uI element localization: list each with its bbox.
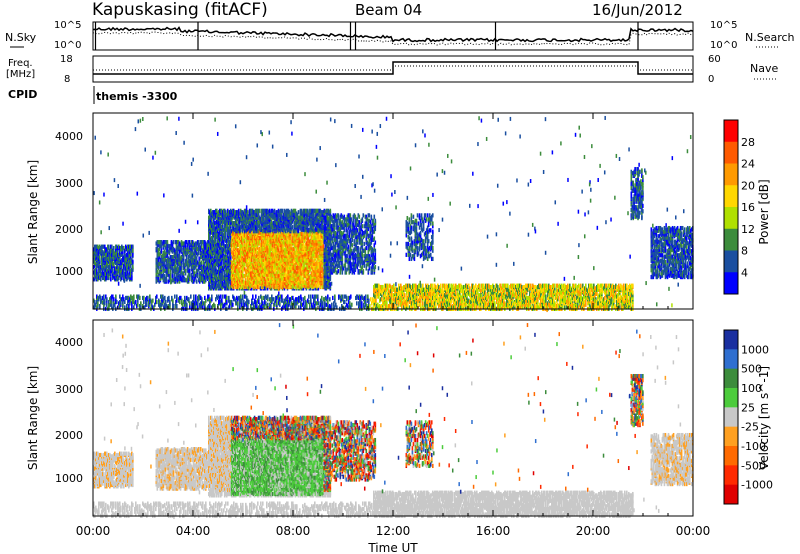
colorbar-tick: 24	[741, 158, 755, 171]
colorbar-swatch	[724, 330, 738, 350]
nsearch-line	[93, 32, 693, 45]
freq-unit: [MHz]	[6, 69, 35, 80]
velocity-colorbar	[724, 330, 738, 505]
colorbar-tick: 100	[741, 382, 762, 395]
cpid-label: CPID	[8, 88, 37, 101]
colorbar-swatch	[724, 120, 738, 142]
power-ytick-3000: 3000	[55, 177, 83, 190]
beam-title: Beam 04	[355, 1, 422, 19]
freq-tick-top: 18	[60, 54, 73, 65]
cpid-row: CPID themis -3300	[8, 86, 178, 104]
colorbar-swatch	[724, 185, 738, 207]
figure: Kapuskasing (fitACF) Beam 04 16/Jun/2012…	[0, 0, 800, 554]
colorbar-tick: -100	[741, 440, 766, 453]
power-ytick-1000: 1000	[55, 265, 83, 278]
nave-tick-top: 60	[708, 54, 721, 65]
power-cells	[93, 116, 694, 312]
x-tick-label: 16:00	[476, 524, 511, 538]
date-title: 16/Jun/2012	[592, 1, 683, 19]
power-colorbar	[724, 120, 738, 295]
colorbar-tick: -500	[741, 459, 766, 472]
cpid-value: themis -3300	[96, 90, 178, 103]
colorbar-tick: 20	[741, 179, 755, 192]
colorbar-tick: 16	[741, 201, 755, 214]
colorbar-tick: 8	[741, 245, 748, 258]
colorbar-swatch	[724, 427, 738, 447]
nsearch-tick-top: 10^5	[710, 20, 737, 31]
x-tick-label: 00:00	[76, 524, 111, 538]
noise-panel: N.Sky 10^5 10^0 N.Search 10^5 10^0	[5, 20, 795, 51]
x-axis-label: Time UT	[367, 541, 418, 554]
x-tick-label: 00:00	[676, 524, 711, 538]
vel-ytick-2000: 2000	[55, 429, 83, 442]
nave-label: Nave	[750, 62, 778, 75]
freq-line	[93, 62, 693, 74]
nsky-tick-top: 10^5	[54, 20, 81, 31]
colorbar-tick: -1000	[741, 479, 773, 492]
colorbar-swatch	[724, 164, 738, 186]
colorbar-swatch	[724, 142, 738, 164]
freq-panel: Freq. [MHz] 18 8 Nave 60 0	[6, 54, 778, 85]
x-tick-label: 12:00	[376, 524, 411, 538]
colorbar-tick: 4	[741, 266, 748, 279]
colorbar-swatch	[724, 207, 738, 229]
power-ytick-2000: 2000	[55, 223, 83, 236]
nsearch-label: N.Search	[745, 31, 795, 44]
colorbar-swatch	[724, 407, 738, 427]
colorbar-swatch	[724, 349, 738, 369]
colorbar-tick: 28	[741, 136, 755, 149]
nsearch-tick-bottom: 10^0	[710, 40, 737, 51]
velocity-cells	[93, 323, 694, 519]
velocity-ylabel: Slant Range [km]	[26, 366, 40, 470]
nsky-label: N.Sky	[5, 31, 37, 44]
colorbar-swatch	[724, 485, 738, 505]
colorbar-swatch	[724, 388, 738, 408]
velocity-panel: 4000 3000 2000 1000 Slant Range [km] Vel…	[26, 320, 773, 519]
freq-tick-bottom: 8	[64, 74, 70, 85]
x-tick-label: 20:00	[576, 524, 611, 538]
colorbar-swatch	[724, 446, 738, 466]
nsky-tick-bottom: 10^0	[54, 40, 81, 51]
colorbar-swatch	[724, 229, 738, 251]
power-panel: 4000 3000 2000 1000 Slant Range [km] Pow…	[26, 113, 771, 312]
power-colorbar-label: Power [dB]	[757, 179, 771, 244]
velocity-y-ticks: 4000 3000 2000 1000	[55, 336, 83, 485]
colorbar-swatch	[724, 465, 738, 485]
colorbar-swatch	[724, 272, 738, 294]
power-y-ticks: 4000 3000 2000 1000	[55, 130, 83, 278]
power-ylabel: Slant Range [km]	[26, 160, 40, 264]
vel-ytick-3000: 3000	[55, 383, 83, 396]
colorbar-tick: -25	[741, 421, 759, 434]
x-tick-label: 08:00	[276, 524, 311, 538]
nave-tick-bottom: 0	[708, 74, 714, 85]
freq-label: Freq.	[8, 58, 33, 69]
x-tick-label: 04:00	[176, 524, 211, 538]
station-title: Kapuskasing (fitACF)	[92, 0, 268, 20]
colorbar-tick: 25	[741, 401, 755, 414]
nsky-line	[93, 28, 693, 42]
colorbar-swatch	[724, 369, 738, 389]
power-ytick-4000: 4000	[55, 130, 83, 143]
colorbar-tick: 1000	[741, 343, 769, 356]
colorbar-tick: 12	[741, 223, 755, 236]
vel-ytick-1000: 1000	[55, 472, 83, 485]
colorbar-tick: 500	[741, 363, 762, 376]
colorbar-swatch	[724, 251, 738, 273]
vel-ytick-4000: 4000	[55, 336, 83, 349]
